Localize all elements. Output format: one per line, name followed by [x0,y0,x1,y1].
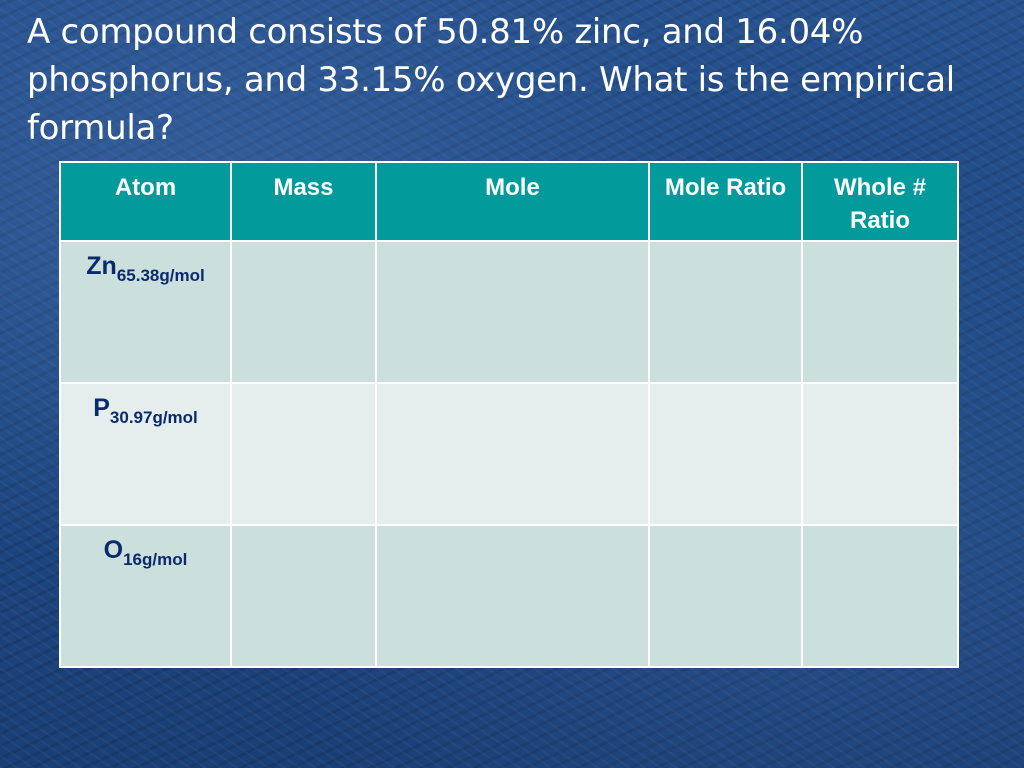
mole-cell [375,524,650,668]
header-atom: Atom [59,161,232,242]
mass-cell [230,382,377,526]
molar-mass-subscript: 16g/mol [123,550,188,569]
table-row: P30.97g/mol [59,382,959,526]
whole-ratio-cell [801,240,959,384]
mole-ratio-cell [648,240,803,384]
whole-ratio-cell [801,524,959,668]
empirical-formula-table: Atom Mass Mole Mole Ratio Whole # Ratio … [59,161,959,668]
molar-mass-subscript: 65.38g/mol [116,266,205,285]
mass-cell [230,240,377,384]
header-mole-ratio: Mole Ratio [648,161,803,242]
header-mass: Mass [230,161,377,242]
atom-cell-zn: Zn65.38g/mol [59,240,232,384]
mole-cell [375,240,650,384]
slide-title: A compound consists of 50.81% zinc, and … [27,12,955,148]
mole-ratio-cell [648,382,803,526]
table-row: O16g/mol [59,524,959,668]
mass-cell [230,524,377,668]
mole-cell [375,382,650,526]
atom-symbol: Zn [86,252,117,280]
header-whole-number-ratio: Whole # Ratio [801,161,959,242]
whole-ratio-cell [801,382,959,526]
header-mole: Mole [375,161,650,242]
molar-mass-subscript: 30.97g/mol [109,408,198,427]
table-row: Zn65.38g/mol [59,240,959,384]
atom-cell-o: O16g/mol [59,524,232,668]
atom-symbol: P [93,394,110,422]
atom-symbol: O [103,536,124,564]
mole-ratio-cell [648,524,803,668]
table-header-row: Atom Mass Mole Mole Ratio Whole # Ratio [59,161,959,242]
atom-cell-p: P30.97g/mol [59,382,232,526]
